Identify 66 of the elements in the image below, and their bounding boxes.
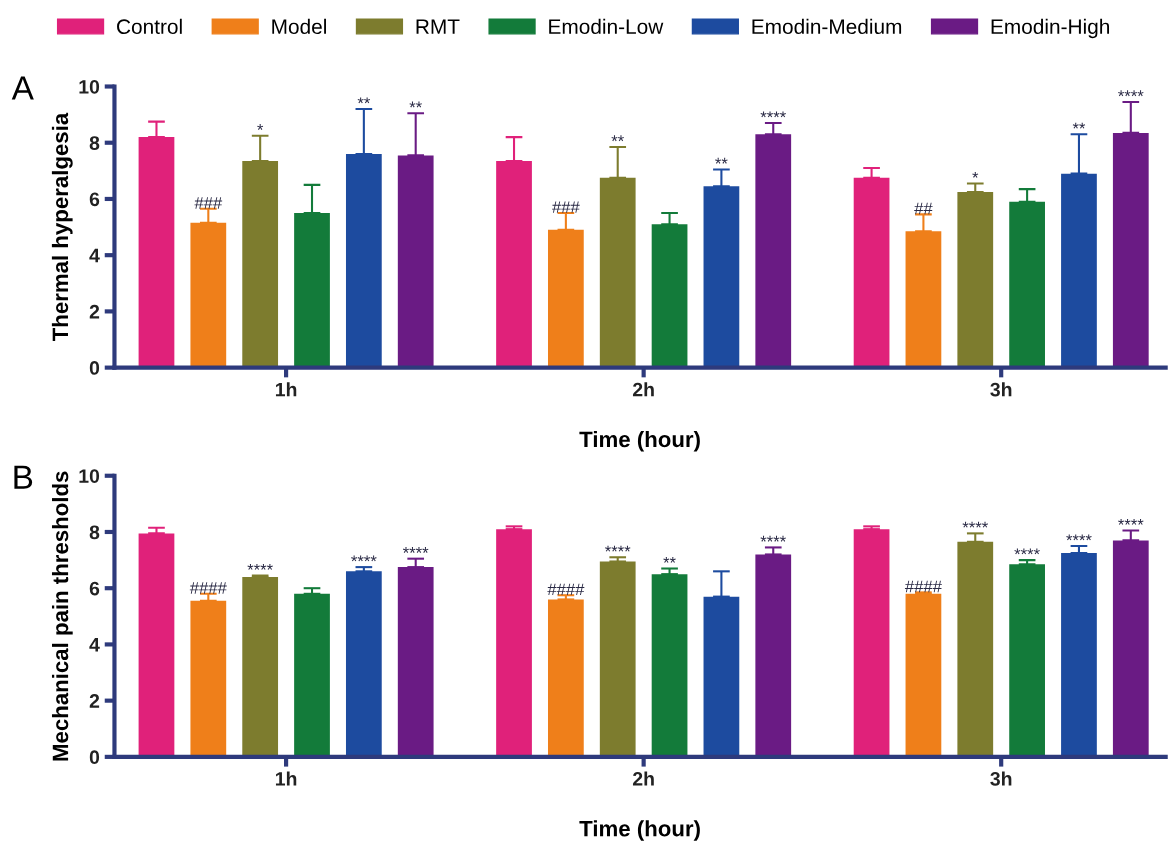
- data-label: ****: [351, 555, 377, 562]
- data-label: **: [663, 556, 676, 563]
- data-label: ####: [189, 582, 227, 594]
- data-label: **: [715, 157, 728, 164]
- y-tick-label: 4: [89, 638, 100, 652]
- bar: [1009, 564, 1045, 757]
- x-tick-label: 2h: [632, 771, 654, 786]
- y-tick-label: 2: [89, 694, 100, 708]
- data-label: *: [257, 124, 264, 130]
- data-label: ****: [760, 535, 786, 542]
- y-tick-label: 6: [89, 192, 100, 207]
- bar: [599, 561, 636, 757]
- bar: [853, 529, 890, 757]
- bar: [242, 576, 279, 757]
- y-tick-label: 6: [89, 581, 100, 596]
- data-label: ****: [1014, 548, 1040, 555]
- data-label: ###: [194, 197, 223, 209]
- x-tick-label: 1h: [275, 382, 297, 397]
- data-label: ****: [1118, 90, 1144, 97]
- data-label: ####: [904, 580, 942, 593]
- data-label: ####: [547, 583, 585, 596]
- data-label: ****: [1066, 534, 1092, 541]
- y-tick-label: 0: [89, 361, 100, 375]
- y-tick-label: 4: [89, 248, 100, 263]
- data-label: ****: [402, 547, 429, 553]
- x-tick-label: 3h: [990, 382, 1012, 397]
- bar: [651, 574, 688, 757]
- y-tick-label: 10: [79, 469, 100, 483]
- data-label: **: [1072, 122, 1086, 129]
- legend-label: Emodin-Low: [549, 18, 664, 35]
- bar: [294, 593, 330, 757]
- y-axis-title: Mechanical pain thresholds: [51, 471, 73, 761]
- y-tick-label: 10: [79, 79, 100, 94]
- y-tick-label: 8: [89, 525, 100, 540]
- bar: [138, 533, 175, 757]
- y-tick-label: 8: [89, 136, 100, 150]
- data-label: **: [611, 135, 624, 142]
- bar: [547, 599, 584, 757]
- text: B: [14, 465, 33, 489]
- y-axis-title: Thermal hyperalgesia: [51, 112, 73, 342]
- x-tick-label: 1h: [275, 771, 297, 786]
- data-label: *: [972, 171, 979, 178]
- legend-label: Emodin-High: [991, 18, 1110, 39]
- data-label: ****: [247, 563, 273, 570]
- x-tick-label: 3h: [990, 771, 1012, 786]
- data-label: ###: [552, 201, 580, 213]
- y-tick-label: 0: [89, 750, 100, 765]
- text: A: [11, 76, 34, 100]
- data-label: ##: [914, 202, 933, 215]
- x-tick-label: 2h: [632, 382, 654, 397]
- data-label: ****: [1118, 518, 1144, 525]
- data-label: **: [357, 97, 371, 104]
- bar: [496, 529, 532, 757]
- data-label: ****: [962, 521, 988, 528]
- legend-label: Model: [272, 18, 326, 35]
- legend-label: RMT: [416, 19, 460, 34]
- legend-label: Control: [117, 18, 182, 35]
- data-label: ****: [605, 545, 631, 552]
- data-label: ****: [760, 111, 786, 118]
- data-label: **: [409, 101, 422, 108]
- y-tick-label: 2: [89, 304, 100, 319]
- x-axis-title: Time (hour): [579, 820, 700, 841]
- legend-label: Emodin-Medium: [752, 18, 902, 35]
- bar: [345, 571, 382, 757]
- bar: [905, 593, 942, 757]
- x-axis-title: Time (hour): [579, 430, 700, 452]
